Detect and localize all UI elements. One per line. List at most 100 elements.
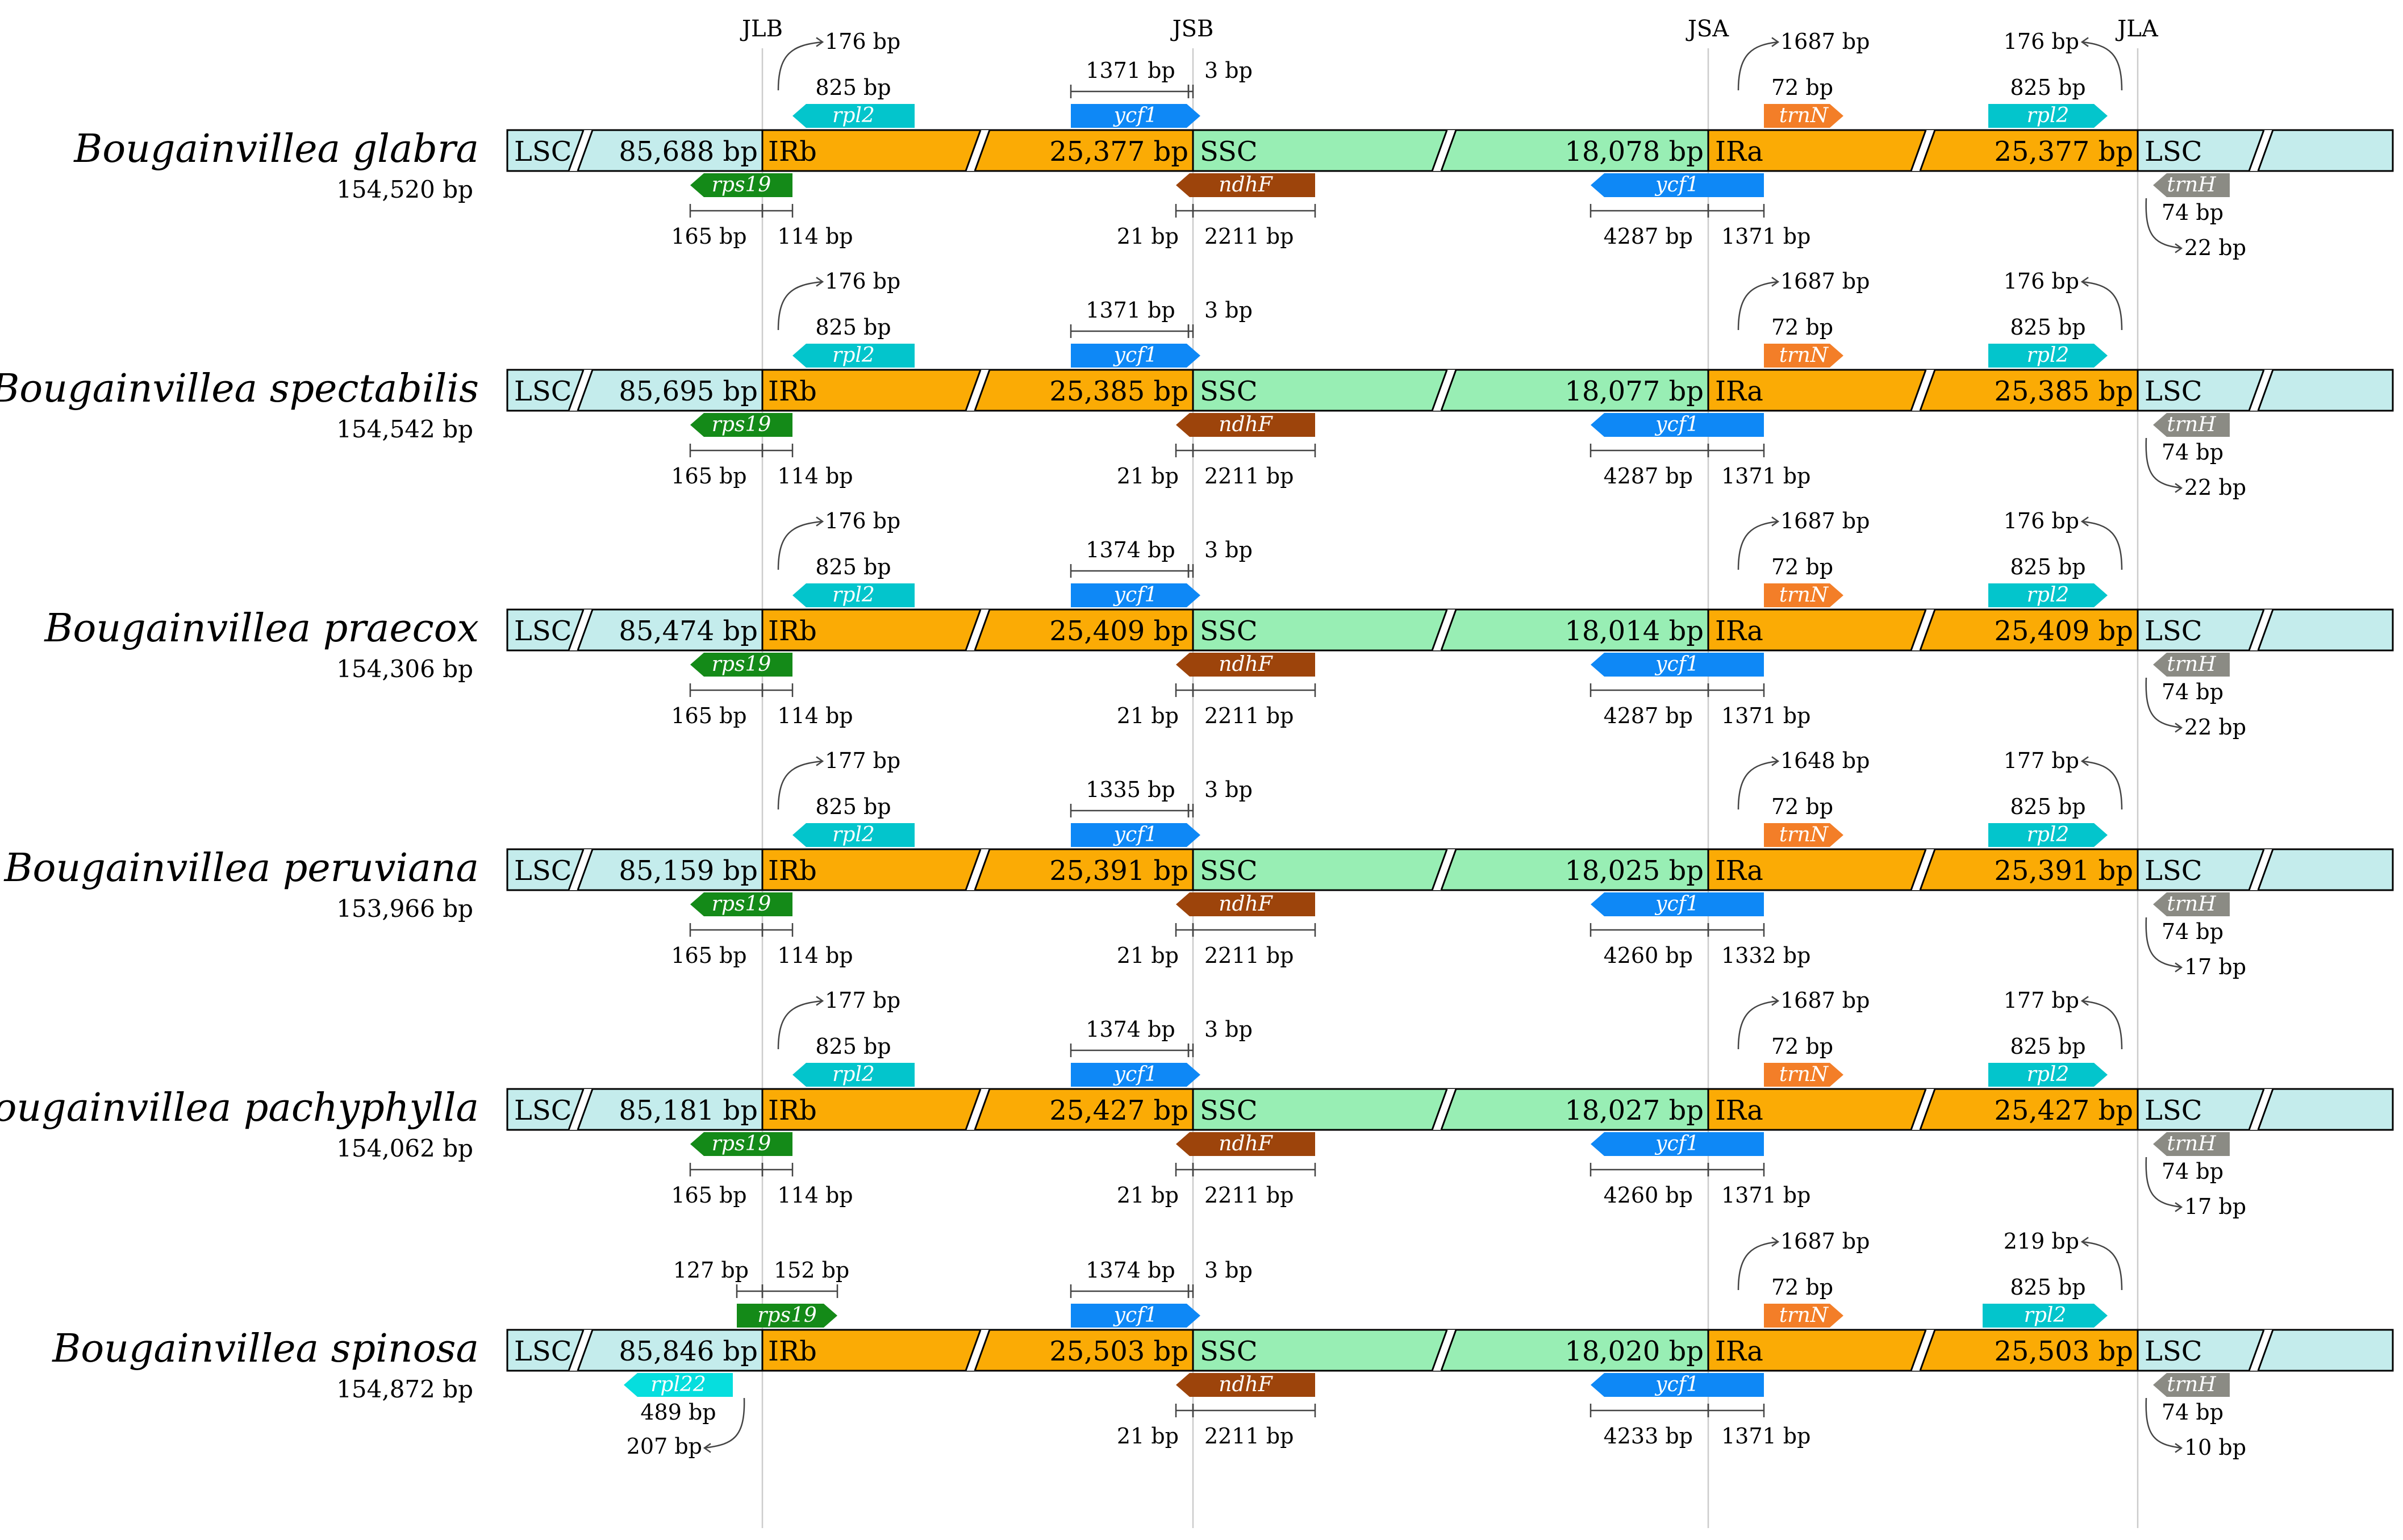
bar-ycf1-ssc [1590, 1404, 1709, 1417]
region-label-irb: IRb [768, 855, 817, 887]
gene-trnN: trnN [1764, 583, 1843, 607]
arrow-trnH [2145, 198, 2182, 249]
bar-ndhF-in [1175, 683, 1194, 697]
gene-ndhF: ndhF [1176, 1373, 1315, 1397]
ycf1-ssc-len: 4260 bp [1604, 1183, 1693, 1208]
lsc-length: 85,688 bp [619, 136, 758, 168]
arrowhead-trnH [2175, 483, 2183, 493]
gene-ycf1-ssc: ycf1 [1591, 173, 1764, 197]
gene-rpl2: rpl2 [792, 823, 915, 847]
gene-ycf1-irb-shape [1071, 583, 1200, 607]
trnN-len: 72 bp [1771, 315, 1833, 340]
break-lsc-left-a [568, 609, 585, 651]
break-lsc-left-a [568, 369, 585, 411]
gene-ycf1-irb: ycf1 [1071, 823, 1200, 847]
break-lsc-right [2248, 1329, 2274, 1371]
trnH-len: 74 bp [2162, 200, 2223, 225]
arrowhead-trnH [2175, 723, 2183, 733]
bar-ycf1-gap [1187, 1044, 1194, 1057]
ira-length: 25,391 bp [1994, 855, 2133, 887]
break-ssc-b [1440, 369, 1457, 411]
gene-ndhF-shape [1176, 1132, 1315, 1156]
ndhF-len: 2211 bp [1204, 224, 1294, 249]
break-ssc [1431, 609, 1457, 651]
break-ssc-gap [1432, 1330, 1456, 1371]
bar-ycf1-ira [1707, 204, 1765, 218]
break-irb [965, 1088, 991, 1130]
gene-ndhF-shape [1176, 892, 1315, 916]
rps19-left-len: 165 bp [671, 224, 746, 249]
trnN-dist: 1687 bp [1780, 508, 1870, 533]
rpl22-len: 489 bp [640, 1400, 716, 1425]
break-lsc-left-gap [569, 849, 593, 890]
gene-rpl2-ira-label: rpl2 [2027, 1063, 2070, 1086]
gene-ycf1-irb-label: ycf1 [1113, 583, 1158, 607]
arrowhead-trnN [1771, 277, 1780, 287]
region-lsc-left [506, 129, 764, 172]
break-irb-b [974, 849, 991, 891]
arrowhead-rpl2 [816, 516, 824, 527]
bar-ycf1-irb [1070, 564, 1190, 578]
break-lsc-left [568, 369, 594, 411]
break-lsc-right [2248, 849, 2274, 891]
gene-rpl2-ira: rpl2 [1988, 344, 2108, 368]
bar-ndhF-len [1192, 683, 1316, 697]
break-lsc-left-a [568, 1088, 585, 1130]
gene-trnN: trnN [1764, 344, 1843, 368]
break-ira-a [1910, 609, 1927, 651]
break-ira-a [1910, 130, 1927, 172]
break-irb [965, 1329, 991, 1371]
species-name: Bougainvillea praecox [43, 606, 479, 651]
genome-length: 154,520 bp [336, 176, 473, 203]
bar-ycf1-ira [1707, 1404, 1765, 1417]
region-label-lsc: LSC [514, 615, 571, 647]
ssc-length: 18,020 bp [1565, 1335, 1704, 1367]
break-irb-b [974, 369, 991, 411]
rpl2-overlap: 177 bp [825, 988, 900, 1013]
break-lsc-right-gap [2249, 1089, 2273, 1130]
bar-rps19-left [689, 1163, 764, 1176]
region-label-irb: IRb [768, 1335, 817, 1367]
gene-rpl2-ira-label: rpl2 [2027, 823, 2070, 846]
region-label-lsc-right: LSC [2145, 1335, 2202, 1367]
break-lsc-left-b [577, 369, 594, 411]
break-lsc-left-b [577, 1088, 594, 1130]
break-ssc-gap [1432, 849, 1456, 890]
gene-rpl2-shape [792, 1063, 915, 1087]
bar-ycf1-ssc [1590, 923, 1709, 937]
break-ira [1910, 849, 1936, 891]
gene-ndhF: ndhF [1176, 892, 1315, 916]
ira-length: 25,409 bp [1994, 615, 2133, 647]
ycf1-ssc-len: 4233 bp [1604, 1424, 1693, 1449]
species-name: Bougainvillea glabra [73, 127, 479, 172]
ndhF-in-len: 21 bp [1117, 1183, 1179, 1208]
gene-rpl2-shape [792, 823, 915, 847]
trnN-len: 72 bp [1771, 554, 1833, 579]
break-irb [965, 609, 991, 651]
break-irb [965, 849, 991, 891]
gene-rpl2-shape [792, 344, 915, 368]
bar-ycf1-irb [1070, 1284, 1190, 1298]
bar-ndhF-in [1175, 1163, 1194, 1176]
ycf1-irb-len: 1374 bp [1086, 1258, 1175, 1283]
gene-trnH: trnH [2153, 173, 2230, 197]
break-irb-gap [966, 1089, 990, 1130]
break-ira-b [1919, 369, 1936, 411]
trnN-dist: 1687 bp [1780, 29, 1870, 54]
gene-ycf1-ssc-label: ycf1 [1654, 1373, 1699, 1396]
gene-trnN: trnN [1764, 1304, 1843, 1328]
bar-ndhF-in [1175, 444, 1194, 457]
gene-ycf1-ssc-label: ycf1 [1654, 892, 1699, 916]
arrow-rpl2 [777, 281, 823, 331]
break-lsc-right-b [2257, 1329, 2274, 1371]
arrow-rpl2 [777, 520, 823, 570]
gene-ycf1-irb-label: ycf1 [1113, 104, 1158, 127]
break-irb-b [974, 1329, 991, 1371]
bar-ndhF-in [1175, 923, 1194, 937]
rpl2-ira-overlap: 176 bp [2004, 269, 2079, 294]
arrowhead-rpl2 [816, 37, 824, 47]
trnH-dist: 22 bp [2184, 715, 2246, 740]
break-ira-b [1919, 609, 1936, 651]
gene-rps19: rps19 [690, 173, 792, 197]
gene-rps19-shape [737, 1304, 837, 1328]
